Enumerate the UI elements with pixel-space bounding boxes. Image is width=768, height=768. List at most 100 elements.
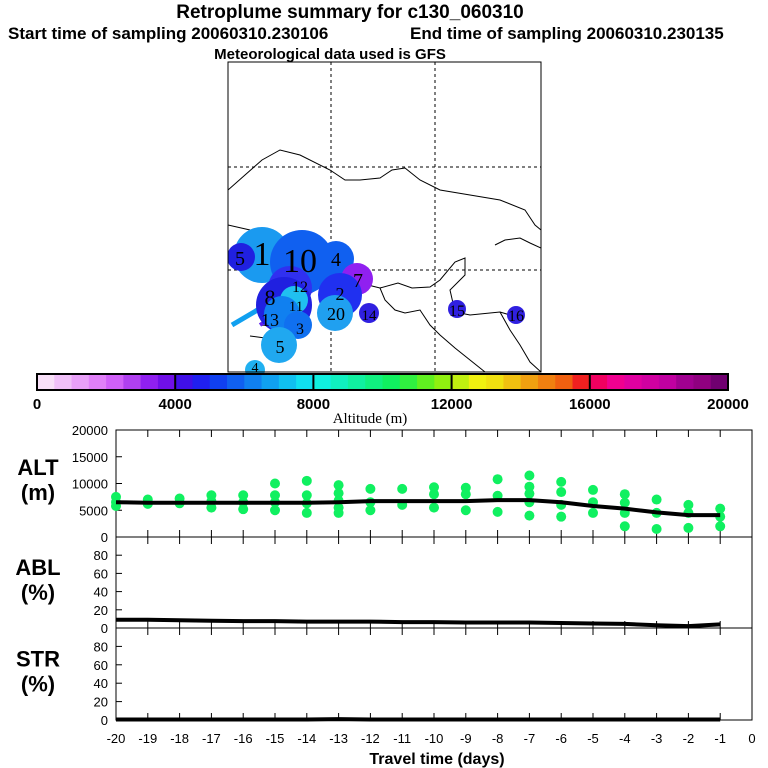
- colorbar-swatch: [192, 374, 211, 390]
- panel-abl: 0 20 40 60 80 ABL(%): [15, 536, 753, 636]
- colorbar-swatch: [157, 374, 176, 390]
- altitude-point: [429, 502, 439, 513]
- panel-alt: 0 5000 10000 15000 20000 ALT(m): [17, 423, 753, 545]
- plume-day-label: 5: [276, 337, 285, 357]
- x-tick-label: -15: [266, 731, 285, 746]
- panel-frame: [115, 627, 753, 721]
- colorbar-swatch: [209, 374, 228, 390]
- plume-day-label: 20: [327, 304, 345, 324]
- plume-circle: [317, 295, 353, 331]
- colorbar-swatch: [71, 374, 90, 390]
- altitude-point: [524, 481, 535, 492]
- colorbar-swatch: [313, 374, 332, 390]
- x-tick-label: -8: [492, 731, 504, 746]
- altitude-point: [524, 510, 535, 521]
- altitude-point: [588, 484, 598, 495]
- plume-day-label: 13: [261, 310, 279, 330]
- colorbar-swatch: [175, 374, 193, 390]
- altitude-point: [460, 505, 471, 516]
- x-axis-label: Travel time (days): [369, 751, 504, 768]
- colorbar-swatch: [693, 374, 712, 390]
- colorbar-tick-label: 0: [33, 396, 41, 413]
- colorbar-swatch: [296, 374, 314, 390]
- y-tick-label: 60: [94, 658, 108, 673]
- altitude-point: [429, 482, 439, 493]
- y-axis-label: ALT: [17, 455, 59, 480]
- y-tick-label: 20: [94, 603, 108, 618]
- met-data-label: Meteorological data used is GFS: [214, 46, 446, 63]
- colorbar-swatch: [88, 374, 107, 390]
- altitude-point: [301, 475, 312, 486]
- altitude-point: [524, 488, 535, 499]
- colorbar-swatch: [382, 374, 401, 390]
- colorbar-swatch: [503, 374, 522, 390]
- plume-circle: [245, 360, 265, 374]
- plume-day-label: 2: [336, 284, 345, 304]
- colorbar-swatch: [451, 374, 470, 390]
- x-tick-label: -17: [202, 731, 221, 746]
- plume-day-label: 12: [292, 279, 308, 296]
- mean-abl-line: [116, 617, 721, 629]
- plume-circle: [448, 300, 466, 318]
- mean-alt-line: [115, 498, 721, 518]
- altitude-point: [238, 504, 249, 515]
- altitude-point: [397, 483, 408, 494]
- altitude-point: [651, 523, 662, 534]
- colorbar-tick-label: 4000: [159, 396, 192, 413]
- plume-day-label: 16: [508, 308, 524, 325]
- plume-day-label: 11: [289, 299, 303, 315]
- altitude-point: [588, 507, 598, 518]
- altitude-point: [270, 478, 280, 489]
- colorbar-swatch: [710, 374, 729, 390]
- y-tick-label: 40: [94, 676, 108, 691]
- altitude-point: [333, 480, 344, 491]
- altitude-point: [365, 483, 376, 494]
- colorbar-swatch: [486, 374, 504, 390]
- altitude-point: [556, 511, 567, 522]
- plume-day-label: 1: [254, 236, 271, 273]
- altitude-point: [619, 489, 630, 500]
- coastline: [379, 287, 486, 373]
- colorbar-swatch: [589, 374, 608, 390]
- start-time: Start time of sampling 20060310.230106: [8, 24, 329, 43]
- colorbar-swatch: [676, 374, 694, 390]
- plume-day-label: 14: [362, 308, 378, 324]
- x-tick-label: -2: [683, 731, 695, 746]
- altitude-point: [556, 476, 567, 487]
- x-tick-label: -20: [107, 731, 126, 746]
- colorbar-swatch: [399, 374, 418, 390]
- colorbar-swatch: [520, 374, 539, 390]
- y-tick-label: 20000: [72, 423, 108, 438]
- altitude-point: [270, 490, 280, 501]
- x-tick-label: -14: [297, 731, 316, 746]
- colorbar-tick-label: 8000: [297, 396, 330, 413]
- plume-day-label: 10: [283, 243, 317, 280]
- plume-circle: [318, 241, 354, 277]
- x-tick-label: -10: [425, 731, 444, 746]
- plume-circle: [359, 303, 379, 323]
- panel-frame: [115, 536, 753, 629]
- x-tick-label: -13: [329, 731, 348, 746]
- x-tick-label: -16: [234, 731, 253, 746]
- colorbar-title: Altitude (m): [333, 411, 408, 427]
- panel-str: 0 20 40 60 80 STR(%): [16, 627, 753, 728]
- x-tick-label: -4: [619, 731, 631, 746]
- y-tick-label: 80: [94, 639, 108, 654]
- x-tick-label: -1: [714, 731, 726, 746]
- altitude-point: [333, 507, 344, 518]
- plume-circle: [228, 243, 255, 271]
- colorbar-swatch: [330, 374, 349, 390]
- x-tick-label: -19: [138, 731, 157, 746]
- y-tick-label: 0: [101, 713, 108, 728]
- colorbar-swatch: [434, 374, 453, 390]
- plume-circle: [507, 306, 525, 324]
- x-tick-label: -12: [361, 731, 380, 746]
- x-tick-label: -3: [651, 731, 663, 746]
- altitude-point: [365, 505, 376, 516]
- figure-title: Retroplume summary for c130_060310: [176, 2, 524, 23]
- altitude-point: [651, 494, 662, 505]
- altitude-point: [715, 503, 726, 514]
- y-tick-label: 0: [101, 530, 108, 545]
- x-tick-label: -9: [460, 731, 472, 746]
- altitude-point: [619, 521, 630, 532]
